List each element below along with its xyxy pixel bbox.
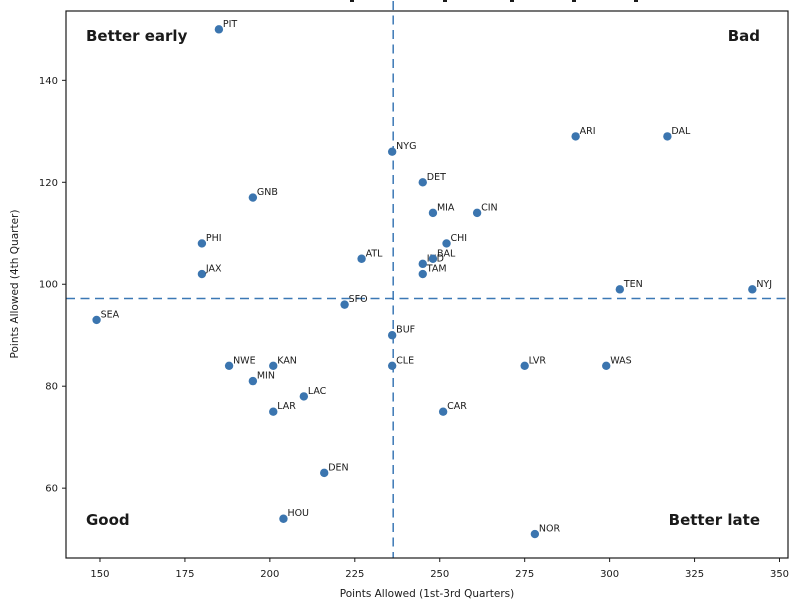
point-MIN [248,376,258,386]
point-SFO [340,300,349,309]
point-TEN [615,285,625,294]
x-tick-label-175: 175 [175,569,194,580]
x-tick-label-150: 150 [90,569,109,580]
point-DEN [320,468,329,478]
point-NYJ [748,285,757,294]
point-label-DAL: DAL [671,126,691,137]
point-label-NYJ: NYJ [756,279,772,290]
clipped-title-fragment [572,0,576,2]
point-label-CHI: CHI [451,233,468,244]
point-label-CIN: CIN [481,202,498,213]
quadrant-label-better-late: Better late [668,511,760,529]
point-MIA [428,208,438,218]
point-HOU [279,514,288,523]
point-GNB [248,193,258,202]
point-label-MIA: MIA [437,202,455,213]
point-SEA [92,315,101,325]
point-CIN [472,208,482,218]
point-label-ATL: ATL [366,248,384,259]
x-tick-label-275: 275 [515,569,534,580]
point-NWE [224,361,234,371]
x-tick-label-200: 200 [260,569,279,580]
point-LAR [269,407,278,416]
y-tick-label-60: 60 [45,484,58,495]
y-tick-label-100: 100 [39,280,58,291]
point-PHI [197,239,207,248]
point-label-JAX: JAX [205,264,222,275]
point-label-DET: DET [427,172,446,183]
x-tick-label-300: 300 [600,569,619,580]
point-KAN [269,361,278,371]
point-label-MIN: MIN [257,371,275,382]
point-BUF [387,331,397,340]
point-label-HOU: HOU [287,508,309,519]
point-PIT [214,25,224,34]
point-label-DEN: DEN [328,462,348,473]
clipped-title-fragment [350,0,354,2]
point-label-KAN: KAN [277,355,297,366]
point-label-NYG: NYG [396,141,416,152]
y-tick-label-120: 120 [39,178,58,189]
x-tick-label-225: 225 [345,569,364,580]
point-NOR [530,529,540,539]
point-label-PHI: PHI [206,233,222,244]
point-DET [418,178,427,187]
x-axis-label: Points Allowed (1st-3rd Quarters) [339,588,515,600]
point-label-NOR: NOR [539,524,561,535]
point-TAM [418,269,427,279]
point-ARI [571,132,580,141]
clipped-title-fragment [510,0,514,2]
clipped-title-fragment [634,0,638,2]
point-DAL [663,132,672,141]
point-BAL [428,254,438,263]
point-CLE [387,361,397,371]
point-LVR [520,361,529,371]
y-axis-label: Points Allowed (4th Quarter) [9,209,21,359]
point-label-LAC: LAC [308,386,327,397]
point-label-ARI: ARI [580,126,596,137]
clipped-title-fragment [443,0,447,2]
point-label-LAR: LAR [277,401,296,412]
quadrant-label-good: Good [86,511,130,529]
point-WAS [602,361,611,371]
point-label-CAR: CAR [447,401,467,412]
y-tick-label-140: 140 [39,76,58,87]
point-LAC [299,392,309,401]
point-IND [418,259,427,269]
point-label-NWE: NWE [233,355,256,366]
point-label-TAM: TAM [426,264,447,275]
x-tick-label-325: 325 [685,569,704,580]
point-label-PIT: PIT [223,19,238,30]
point-label-GNB: GNB [257,187,278,198]
quadrant-label-bad: Bad [727,27,760,45]
point-label-WAS: WAS [610,355,631,366]
point-label-BUF: BUF [396,325,415,336]
point-label-SEA: SEA [101,309,120,320]
point-JAX [197,269,207,279]
y-tick-label-80: 80 [45,382,58,393]
point-label-BAL: BAL [437,248,456,259]
point-label-LVR: LVR [529,355,547,366]
x-tick-label-250: 250 [430,569,449,580]
point-label-CLE: CLE [396,355,414,366]
point-ATL [357,254,366,263]
point-NYG [387,147,397,156]
x-tick-label-350: 350 [770,569,789,580]
quadrant-label-better-early: Better early [86,27,188,45]
point-label-SFO: SFO [349,294,368,305]
point-CHI [442,239,451,248]
point-CAR [438,407,448,416]
plot-border [65,10,789,559]
point-label-TEN: TEN [623,279,643,290]
